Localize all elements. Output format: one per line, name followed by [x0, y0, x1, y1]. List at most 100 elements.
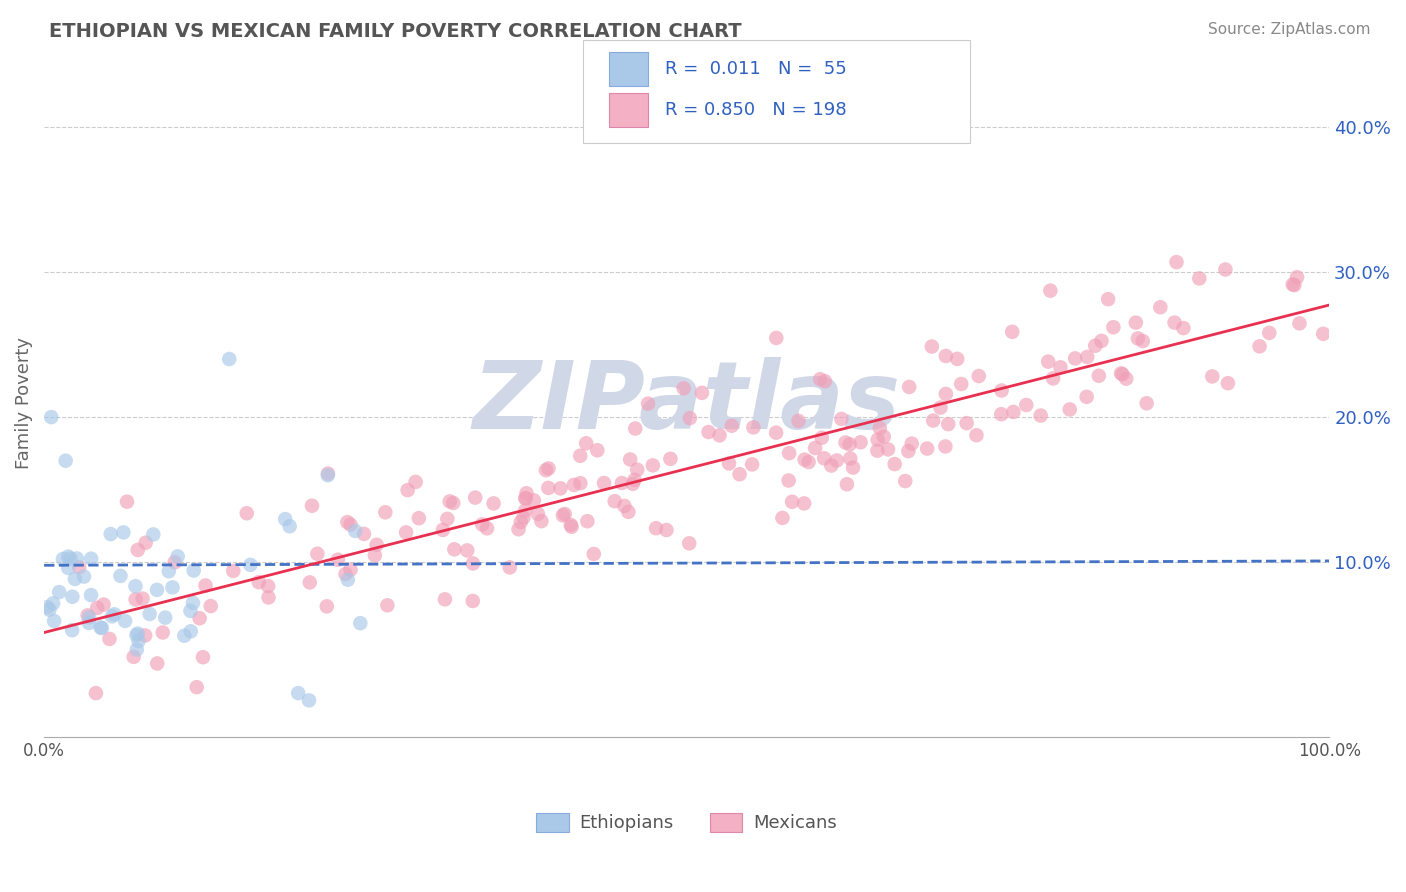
Point	[838, 437, 860, 451]
Point	[86, 600, 108, 615]
Point	[1125, 316, 1147, 330]
Point	[395, 525, 418, 540]
Point	[1288, 317, 1310, 331]
Point	[157, 564, 180, 578]
Point	[877, 442, 900, 457]
Point	[37, 600, 59, 615]
Point	[1173, 321, 1195, 335]
Point	[894, 474, 917, 488]
Point	[830, 412, 852, 426]
Point	[659, 451, 682, 466]
Point	[166, 549, 188, 564]
Point	[80, 588, 103, 602]
Point	[218, 351, 240, 366]
Point	[690, 385, 713, 400]
Point	[765, 425, 787, 440]
Point	[537, 481, 560, 495]
Point	[720, 418, 742, 433]
Point	[1249, 339, 1271, 353]
Point	[820, 458, 842, 473]
Point	[562, 478, 585, 492]
Point	[90, 621, 112, 635]
Point	[124, 579, 146, 593]
Point	[1284, 278, 1306, 293]
Point	[508, 522, 530, 536]
Point	[349, 616, 371, 631]
Point	[869, 421, 891, 435]
Point	[655, 523, 678, 537]
Point	[1001, 325, 1024, 339]
Point	[301, 499, 323, 513]
Point	[839, 451, 862, 466]
Point	[990, 407, 1012, 421]
Point	[883, 457, 905, 471]
Point	[742, 420, 765, 434]
Point	[236, 506, 259, 520]
Point	[866, 433, 889, 447]
Point	[1136, 396, 1159, 410]
Point	[200, 599, 222, 613]
Point	[741, 458, 763, 472]
Text: ETHIOPIAN VS MEXICAN FAMILY POVERTY CORRELATION CHART: ETHIOPIAN VS MEXICAN FAMILY POVERTY CORR…	[49, 22, 742, 41]
Text: R = 0.850   N = 198: R = 0.850 N = 198	[665, 101, 846, 119]
Text: R =  0.011   N =  55: R = 0.011 N = 55	[665, 60, 846, 78]
Point	[1059, 402, 1081, 417]
Point	[122, 649, 145, 664]
Point	[561, 520, 583, 534]
Point	[127, 543, 149, 558]
Point	[770, 511, 793, 525]
Point	[617, 505, 640, 519]
Point	[353, 527, 375, 541]
Point	[1090, 334, 1112, 348]
Point	[808, 372, 831, 386]
Point	[247, 575, 270, 590]
Point	[138, 607, 160, 621]
Point	[461, 594, 484, 608]
Point	[77, 615, 100, 630]
Point	[336, 515, 359, 529]
Point	[679, 411, 702, 425]
Point	[569, 476, 592, 491]
Point	[464, 491, 486, 505]
Point	[134, 628, 156, 642]
Point	[98, 632, 121, 646]
Point	[624, 421, 647, 435]
Point	[135, 535, 157, 549]
Point	[623, 473, 645, 487]
Point	[101, 609, 124, 624]
Point	[52, 552, 75, 566]
Point	[307, 547, 329, 561]
Point	[965, 428, 987, 442]
Point	[44, 614, 66, 628]
Point	[39, 410, 62, 425]
Point	[718, 457, 741, 471]
Point	[922, 413, 945, 427]
Point	[181, 596, 204, 610]
Point	[810, 431, 832, 445]
Point	[153, 610, 176, 624]
Point	[835, 477, 858, 491]
Point	[84, 686, 107, 700]
Point	[179, 604, 201, 618]
Point	[1188, 271, 1211, 285]
Point	[1049, 360, 1071, 375]
Point	[610, 475, 633, 490]
Point	[100, 527, 122, 541]
Point	[765, 331, 787, 345]
Point	[603, 494, 626, 508]
Point	[626, 463, 648, 477]
Point	[1002, 405, 1025, 419]
Point	[396, 483, 419, 497]
Point	[103, 607, 125, 622]
Point	[60, 590, 83, 604]
Point	[645, 521, 668, 535]
Point	[257, 591, 280, 605]
Point	[512, 510, 534, 524]
Point	[42, 597, 65, 611]
Point	[316, 468, 339, 483]
Point	[344, 524, 367, 538]
Point	[110, 569, 132, 583]
Point	[180, 624, 202, 639]
Y-axis label: Family Poverty: Family Poverty	[15, 336, 32, 468]
Point	[1097, 292, 1119, 306]
